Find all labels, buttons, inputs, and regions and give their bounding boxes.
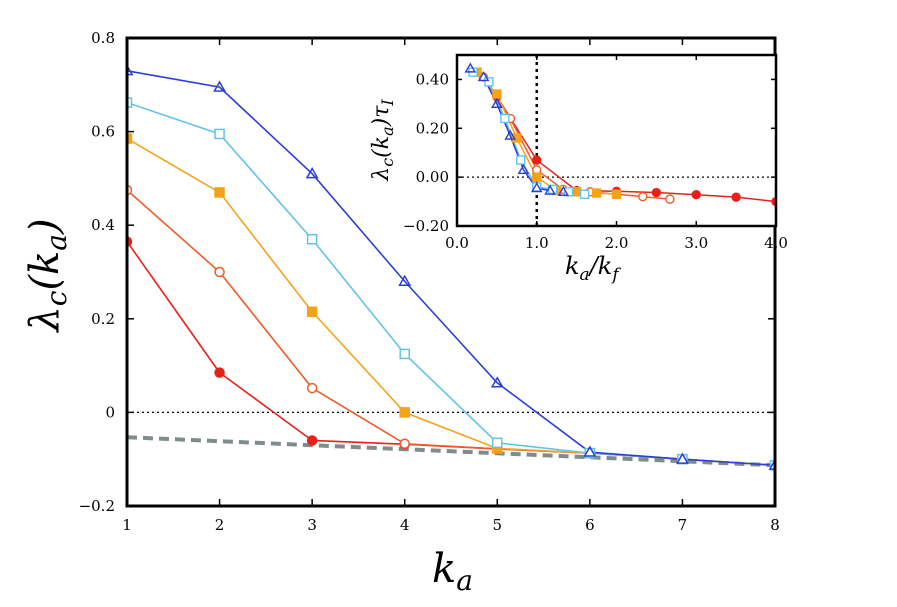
main-chart: 1 2 3 4 5 6 7 8−0.200.20.40.60.8	[79, 29, 780, 534]
main-series-2-point-1	[214, 187, 225, 198]
main-series-0-point-1	[214, 367, 225, 378]
inset-series-1-point-6	[638, 191, 648, 202]
inset-x-axis-label: ka/kf	[565, 252, 621, 285]
inset-series-0-point-6	[731, 192, 741, 202]
inset-x-tick-label-1: 1.0	[525, 234, 549, 252]
main-x-tick-label-4: 5	[493, 516, 503, 534]
inset-series-2-point-5	[571, 187, 582, 197]
inset-series-4-point-0	[464, 62, 477, 73]
inset-series-0-line	[496, 96, 776, 203]
inset-series-4-point-6	[544, 184, 556, 195]
inset-series-0-point-4	[651, 187, 662, 198]
inset-series-1-point-7	[665, 194, 675, 204]
main-x-tick-label-3: 4	[400, 516, 410, 534]
main-series-2-point-3	[399, 407, 410, 418]
inset-series-2-point-1	[492, 89, 502, 99]
main-y-tick-label-0: −0.2	[79, 497, 115, 515]
main-y-tick-label-5: 0.8	[91, 29, 115, 47]
inset-series-4-point-7	[557, 185, 570, 196]
inset-y-tick-label-2: 0.20	[416, 119, 449, 137]
main-series-4-point-6	[675, 452, 689, 464]
inset-series-0-point-1	[532, 155, 542, 165]
inset-x-tick-label-2: 2.0	[605, 234, 629, 252]
main-series-2-point-0	[127, 133, 133, 144]
inset-y-tick-label-0: −0.20	[403, 217, 449, 235]
main-y-tick-label-2: 0.2	[91, 310, 115, 328]
inset-series-4-point-1	[477, 70, 490, 82]
inset-x-tick-label-3: 3.0	[684, 234, 708, 252]
main-series-1-point-1	[214, 266, 225, 278]
main-plot-area	[127, 64, 775, 471]
main-series-2-point-2	[306, 306, 318, 318]
main-axes-frame	[125, 36, 777, 508]
inset-series-3-point-3	[516, 155, 526, 165]
inset-series-4-point-4	[517, 163, 530, 174]
main-x-tick-label-6: 7	[678, 516, 688, 534]
main-series-4-point-3	[398, 274, 412, 286]
main-series-3-point-5	[584, 447, 596, 459]
main-series-0-point-2	[306, 435, 318, 446]
main-series-3-point-2	[306, 233, 318, 245]
inset-x-tick-label-4: 4.0	[764, 234, 788, 252]
main-series-4-point-7	[768, 458, 775, 470]
main-series-4-point-5	[583, 445, 597, 457]
main-series-3-point-0	[127, 97, 133, 108]
inset-series-2-point-3	[532, 172, 542, 182]
main-series-3-point-3	[399, 348, 410, 360]
inset-series-2-point-6	[591, 188, 602, 198]
main-reference-line-1	[127, 435, 775, 468]
inset-series-4-point-5	[530, 182, 543, 193]
main-series-3-point-4	[492, 437, 503, 449]
inset-series-4-point-2	[491, 97, 503, 109]
inset-series-3-point-2	[500, 113, 510, 124]
main-x-tick-label-5: 6	[585, 516, 595, 534]
main-series-4-point-0	[127, 64, 134, 76]
inset-plot-background	[457, 55, 776, 226]
main-series-4-point-2	[305, 167, 319, 179]
main-series-3-point-1	[214, 128, 225, 140]
inset-y-axis-label: λc(ka)τI	[369, 99, 397, 182]
main-y-tick-label-4: 0.6	[91, 123, 115, 141]
inset-series-0-point-5	[691, 190, 701, 200]
inset-series-4-point-3	[504, 129, 516, 140]
main-series-4-point-4	[490, 376, 504, 388]
inset-x-tick-label-0: 0.0	[445, 234, 469, 252]
inset-y-tick-label-3: 0.40	[416, 70, 449, 88]
main-series-1-line	[127, 189, 775, 467]
main-x-tick-label-2: 3	[307, 516, 317, 534]
inset-chart: 0.0 1.0 2.0 3.0 4.0 −0.20 0.00 0.20 0.40	[403, 53, 788, 252]
inset-y-tick-label-1: 0.00	[416, 168, 449, 186]
main-x-tick-label-1: 2	[215, 516, 225, 534]
main-x-tick-label-7: 8	[770, 516, 780, 534]
main-y-tick-label-1: 0	[105, 403, 115, 421]
main-series-0-line	[127, 241, 775, 467]
main-series-4-point-1	[213, 80, 227, 92]
main-y-tick-label-3: 0.4	[91, 216, 115, 234]
inset-series-2-point-7	[611, 189, 622, 199]
main-series-1-point-2	[306, 382, 318, 394]
inset-series-3-point-7	[579, 189, 590, 199]
main-series-4-line	[127, 69, 775, 467]
main-x-tick-label-0: 1	[122, 516, 132, 534]
main-x-axis-label: ka	[432, 546, 473, 597]
inset-series-3-point-1	[484, 77, 494, 87]
main-series-1-point-3	[399, 438, 410, 450]
inset-series-2-point-2	[512, 133, 522, 143]
main-y-axis-label: λc(ka)	[22, 218, 73, 333]
